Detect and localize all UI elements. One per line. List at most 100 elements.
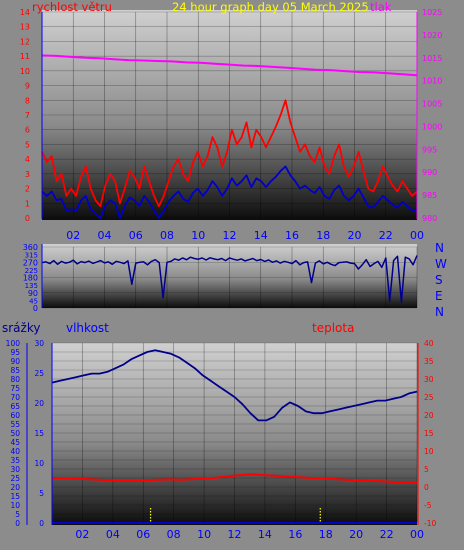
rain-ytick-75: 75 [10,384,20,393]
wind-ytick-11: 11 [20,52,30,61]
humidity-xtick-14: 14 [258,528,272,541]
rain-ytick-95: 95 [10,348,20,357]
humidity-xtick-04: 04 [106,528,120,541]
rain-ytick-25: 25 [10,474,20,483]
pressure-ytick-985: 985 [422,191,437,200]
temperature-ytick-5: 5 [424,465,429,474]
humidity-xtick-12: 12 [228,528,242,541]
compass-west: W [435,257,447,271]
humidity-ytick-20: 20 [34,399,44,408]
rain-ytick-50: 50 [10,429,20,438]
pressure-ytick-980: 980 [422,214,437,223]
wind-ytick-4: 4 [25,155,30,164]
compass-labels: N W S E N [435,241,447,319]
humidity-ytick-10: 10 [34,459,44,468]
temperature-ytick--10: -10 [424,519,436,528]
pressure-title: tlak [370,0,392,14]
humidity-xtick-18: 18 [319,528,333,541]
humidity-temperature-grid [52,342,418,524]
wind-average-line [41,165,418,219]
wind-direction-series [41,255,418,303]
temperature-title: teplota [312,321,354,335]
wind-ytick-13: 13 [20,23,30,32]
pressure-ytick-1015: 1015 [422,54,442,63]
humidity-ytick-0: 0 [39,519,44,528]
wind-xtick-10: 10 [191,229,205,242]
humidity-temperature-plot-area [52,343,417,525]
direction-ytick-90: 90 [28,289,38,298]
direction-ytick-360: 360 [23,243,38,252]
direction-ytick-0: 0 [33,304,38,313]
wind-speed-title: rychlost větru [32,0,112,14]
humidity-xtick-08: 08 [167,528,181,541]
rain-title: srážky [2,321,40,335]
wind-ytick-1: 1 [25,199,30,208]
rain-ytick-90: 90 [10,357,20,366]
humidity-ytick-25: 25 [34,369,44,378]
pressure-ytick-1005: 1005 [422,100,442,109]
humidity-xtick-10: 10 [197,528,211,541]
wind-xtick-02: 02 [66,229,80,242]
wind-pressure-axes: 0123456789101112131498098599099510001005… [20,8,443,223]
wind-ytick-9: 9 [25,82,30,91]
rain-ytick-10: 10 [10,501,20,510]
humidity-xtick-20: 20 [349,528,363,541]
x-axis-labels-bottom: 02 04 06 08 10 12 14 16 18 20 22 00 [75,528,424,541]
direction-ytick-minor-45: 45 [29,297,38,305]
wind-ytick-5: 5 [25,140,30,149]
humidity-xtick-06: 06 [136,528,150,541]
pressure-ytick-1020: 1020 [422,31,442,40]
temperature-line [51,473,418,484]
x-axis-labels-top: 02 04 06 08 10 12 14 16 18 20 22 00 [66,229,424,242]
rain-ytick-85: 85 [10,366,20,375]
wind-ytick-7: 7 [25,111,30,120]
pressure-ytick-1025: 1025 [422,8,442,17]
humidity-xtick-00: 00 [410,528,424,541]
temperature-ytick-30: 30 [424,375,434,384]
chart-title: 24 hour graph day 05 March 2025 [172,0,369,14]
wind-xtick-22: 22 [379,229,393,242]
wind-ytick-2: 2 [25,185,30,194]
wind-direction-line [41,255,418,303]
rain-ytick-15: 15 [10,492,20,501]
rain-ytick-45: 45 [10,438,20,447]
compass-north-bottom: N [435,305,444,319]
wind-direction-plot-area [42,244,417,308]
wind-ytick-6: 6 [25,126,30,135]
humidity-ytick-15: 15 [34,429,44,438]
humidity-xtick-16: 16 [288,528,302,541]
direction-ytick-minor-315: 315 [25,252,38,260]
wind-xtick-20: 20 [348,229,362,242]
wind-ytick-14: 14 [20,8,30,17]
rain-ytick-0: 0 [15,519,20,528]
rain-ytick-40: 40 [10,447,20,456]
wind-ytick-8: 8 [25,96,30,105]
wind-xtick-12: 12 [223,229,237,242]
wind-direction-axes: 0901802703604513522531502040608101214161… [23,243,43,313]
humidity-xtick-02: 02 [75,528,89,541]
wind-xtick-16: 16 [285,229,299,242]
wind-gust-line [41,99,418,208]
temperature-ytick-0: 0 [424,483,429,492]
humidity-ytick-30: 30 [34,339,44,348]
rain-ytick-65: 65 [10,402,20,411]
wind-xtick-18: 18 [316,229,330,242]
pressure-line [41,54,418,77]
wind-ytick-12: 12 [20,37,30,46]
wind-ytick-10: 10 [20,67,30,76]
temperature-ytick-25: 25 [424,393,434,402]
pressure-ytick-1010: 1010 [422,77,442,86]
compass-east: E [435,289,443,303]
temperature-ytick-35: 35 [424,357,434,366]
rain-ytick-100: 100 [6,339,21,348]
temperature-ytick-15: 15 [424,429,434,438]
pressure-ytick-990: 990 [422,168,437,177]
temperature-ytick--5: -5 [424,501,432,510]
wind-ytick-0: 0 [25,214,30,223]
wind-pressure-series [41,54,418,219]
rain-ytick-60: 60 [10,411,20,420]
rain-ytick-20: 20 [10,483,20,492]
humidity-ytick-5: 5 [39,489,44,498]
